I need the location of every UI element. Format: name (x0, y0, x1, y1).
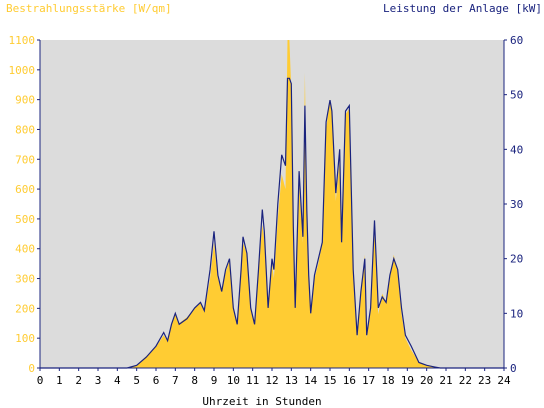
x-tick-label: 5 (133, 374, 140, 387)
y-right-tick-label: 60 (510, 34, 523, 47)
series-irradiance-area (40, 40, 504, 368)
title-left: Bestrahlungsstärke [W/qm] (6, 2, 172, 15)
x-tick-label: 19 (401, 374, 414, 387)
y-right-tick-label: 40 (510, 143, 523, 156)
x-axis-label: Uhrzeit in Stunden (202, 395, 321, 408)
x-tick-label: 11 (246, 374, 259, 387)
y-left-tick-label: 700 (15, 153, 35, 166)
x-tick-label: 10 (227, 374, 240, 387)
y-left-tick-label: 0 (28, 362, 35, 375)
y-left-tick-label: 600 (15, 183, 35, 196)
x-tick-label: 18 (381, 374, 394, 387)
y-left-tick-label: 500 (15, 213, 35, 226)
y-left-tick-label: 900 (15, 94, 35, 107)
y-left-tick-label: 200 (15, 302, 35, 315)
x-tick-label: 2 (75, 374, 82, 387)
series-power-line (40, 77, 504, 369)
x-tick-label: 17 (362, 374, 375, 387)
x-tick-label: 22 (459, 374, 472, 387)
y-left-tick-label: 300 (15, 273, 35, 286)
y-right-tick-label: 10 (510, 307, 523, 320)
x-tick-label: 8 (191, 374, 198, 387)
x-tick-label: 4 (114, 374, 121, 387)
title-right: Leistung der Anlage [kW] (383, 2, 542, 15)
x-tick-label: 6 (153, 374, 160, 387)
x-tick-label: 1 (56, 374, 63, 387)
y-right-tick-label: 50 (510, 89, 523, 102)
y-left-tick-label: 100 (15, 332, 35, 345)
y-right-tick-label: 20 (510, 253, 523, 266)
x-tick-label: 24 (497, 374, 511, 387)
x-tick-label: 16 (343, 374, 356, 387)
x-tick-label: 7 (172, 374, 179, 387)
y-right-tick-label: 30 (510, 198, 523, 211)
x-tick-label: 3 (95, 374, 102, 387)
y-left-tick-label: 400 (15, 243, 35, 256)
x-tick-label: 15 (323, 374, 336, 387)
y-right-tick-label: 0 (510, 362, 517, 375)
x-tick-label: 21 (439, 374, 452, 387)
x-tick-label: 9 (211, 374, 218, 387)
y-left-tick-label: 800 (15, 123, 35, 136)
y-left-tick-label: 1100 (9, 34, 36, 47)
x-tick-label: 12 (265, 374, 278, 387)
y-left-tick-label: 1000 (9, 64, 36, 77)
x-tick-label: 0 (37, 374, 44, 387)
x-tick-label: 13 (285, 374, 298, 387)
x-tick-label: 20 (420, 374, 433, 387)
x-tick-label: 14 (304, 374, 318, 387)
x-tick-label: 23 (478, 374, 491, 387)
